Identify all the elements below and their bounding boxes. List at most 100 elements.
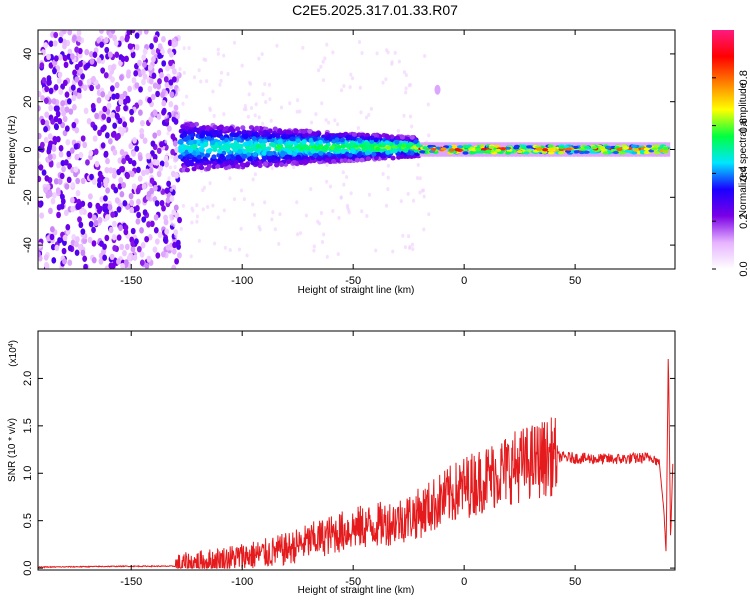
spectrogram-cell <box>110 112 116 119</box>
spectrogram-cell <box>51 98 57 105</box>
spectrogram-cell <box>249 106 254 111</box>
spectrogram-cell <box>41 77 47 84</box>
spectrogram-cell <box>331 158 337 164</box>
spectrogram-cell <box>168 213 172 218</box>
spectrogram-cell <box>114 51 120 58</box>
spectrogram-cell <box>222 208 226 213</box>
spectrogram-cell <box>271 142 277 148</box>
spectrogram-cell <box>309 187 313 192</box>
spectrogram-cell <box>163 218 169 226</box>
spectrogram-cell <box>184 167 191 173</box>
spectrogram-cell <box>239 188 244 193</box>
spectrogram-cell <box>159 199 165 207</box>
spectrogram-cell <box>219 135 225 141</box>
snr-y-tick-label: 1.5 <box>22 418 34 433</box>
spectrogram-cell <box>168 59 173 67</box>
spectrogram-cell <box>171 248 177 255</box>
spectrogram-cell <box>251 131 258 137</box>
spectrogram-cell <box>147 97 152 104</box>
spectrogram-cell <box>135 187 141 195</box>
spectrogram-cell <box>98 258 104 265</box>
spectrogram-cell <box>114 81 120 89</box>
spectrogram-cell <box>93 219 99 227</box>
spectrogram-cell <box>97 129 102 137</box>
spectrogram-cell <box>462 151 469 155</box>
spectrogram-cell <box>56 77 62 84</box>
spectrogram-cell <box>62 239 67 246</box>
spectrogram-cell <box>44 85 50 93</box>
spectrogram-cell <box>70 205 76 213</box>
spectrogram-cell <box>134 145 140 152</box>
spectrogram-cell <box>251 145 257 151</box>
spectrogram-cell <box>80 73 86 80</box>
spectrogram-cell <box>222 112 226 117</box>
spectrogram-cell <box>137 154 143 162</box>
spectrogram-cell <box>246 114 251 119</box>
spectrogram-cell <box>111 93 117 100</box>
spectrogram-cell <box>239 162 245 168</box>
spectrogram-cell <box>145 152 151 160</box>
spectrogram-cell <box>67 244 73 252</box>
spectrogram-cell <box>39 212 45 219</box>
spectrogram-cell <box>44 261 49 269</box>
spectrogram-cell <box>143 30 149 35</box>
spectrogram-cell <box>141 183 147 190</box>
spectrogram-cell <box>144 262 150 269</box>
spectrogram-cell <box>251 136 257 142</box>
spectrogram-cell <box>97 216 103 224</box>
spectrogram-cell <box>53 178 59 185</box>
spectrogram-cell <box>104 214 110 221</box>
spectrogram-cell <box>112 149 118 156</box>
spectrogram-x-tick-label: 0 <box>461 275 467 287</box>
spectrogram-cell <box>96 181 102 189</box>
spectrogram-cell <box>91 256 97 264</box>
spectrogram-cell <box>422 227 426 232</box>
spectrogram-cell <box>314 112 318 117</box>
spectrogram-cell <box>276 144 282 150</box>
spectrogram-cell <box>643 150 650 155</box>
spectrogram-cell <box>146 255 152 263</box>
spectrogram-cell <box>142 209 148 216</box>
spectrogram-cell <box>298 160 304 166</box>
spectrogram-cell <box>475 147 482 152</box>
spectrogram-cell <box>547 144 554 148</box>
spectrogram-cell <box>182 46 186 51</box>
spectrogram-cell <box>116 206 122 213</box>
spectrogram-cell <box>263 200 267 205</box>
spectrogram-cell <box>558 145 565 150</box>
spectrogram-cell <box>419 150 426 154</box>
spectrogram-cell <box>61 247 67 255</box>
spectrogram-cell <box>72 104 77 111</box>
spectrogram-cell <box>254 102 258 107</box>
spectrogram-cell <box>95 202 101 210</box>
spectrogram-cell <box>394 139 400 145</box>
spectrogram-cell <box>385 150 391 155</box>
spectrogram-cell <box>217 141 223 146</box>
spectrogram-cell <box>312 136 318 142</box>
spectrogram-cell <box>77 79 83 87</box>
spectrogram-cell <box>542 148 549 152</box>
spectrogram-cell <box>653 144 660 148</box>
spectrogram-cell <box>375 51 379 56</box>
spectrogram-cell <box>386 163 390 168</box>
spectrogram-cell <box>136 211 142 219</box>
spectrogram-cell <box>280 134 287 139</box>
spectrogram-cell <box>52 67 57 75</box>
colorbar-tick-label: 0.0 <box>738 261 750 276</box>
spectrogram-cell <box>260 52 264 57</box>
spectrogram-cell <box>112 122 118 129</box>
spectrogram-cell <box>199 147 205 153</box>
spectrogram-cell <box>408 141 414 147</box>
spectrogram-cell <box>46 145 52 152</box>
spectrogram-y-label: Frequency (Hz) <box>7 116 18 185</box>
spectrogram-cell <box>187 148 194 154</box>
spectrogram-cell <box>138 86 143 93</box>
spectrogram-cell <box>104 265 110 269</box>
spectrogram-cell <box>96 97 102 104</box>
spectrogram-cell <box>169 246 174 251</box>
spectrogram-cell <box>91 75 96 83</box>
spectrogram-cell <box>407 83 411 88</box>
spectrogram-cell <box>172 223 176 228</box>
spectrogram-cell <box>202 156 208 162</box>
spectrogram-cell <box>206 163 212 169</box>
